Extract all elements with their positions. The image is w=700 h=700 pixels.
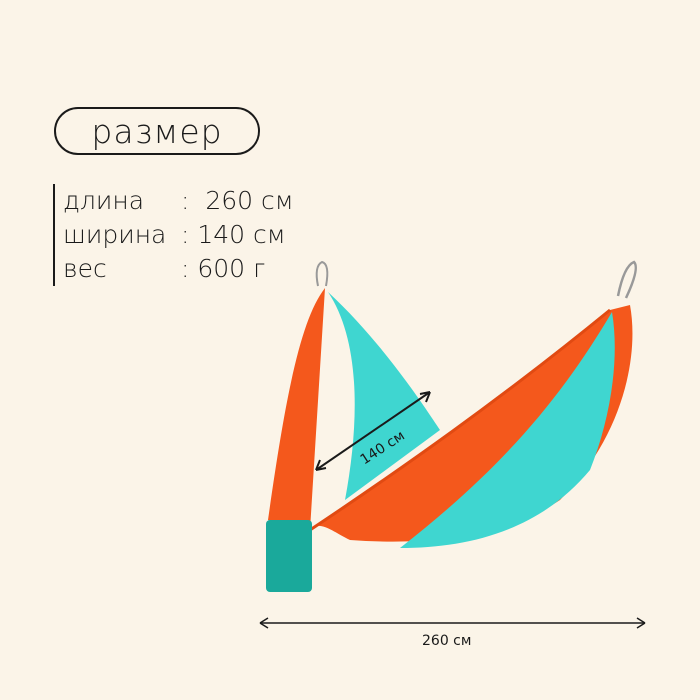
spec-value: : 600 г <box>181 254 266 283</box>
hammock-turquoise-panel-right <box>400 312 615 548</box>
spec-label: длина <box>63 186 145 215</box>
storage-pouch <box>266 520 312 592</box>
spec-value: : 260 см <box>181 186 294 215</box>
right-carabiner-icon <box>616 260 637 299</box>
title-text: размер <box>91 111 223 151</box>
spec-row-length: длина : 260 см <box>63 184 294 218</box>
length-dimension-label: 260 см <box>422 633 472 649</box>
title-badge: размер <box>54 107 260 155</box>
spec-value: : 140 см <box>181 220 286 249</box>
hammock-turquoise-panel-left <box>328 292 440 500</box>
width-arrow <box>315 391 431 471</box>
spec-label: вес <box>63 254 107 283</box>
spec-label: ширина <box>63 220 167 249</box>
spec-row-weight: вес : 600 г <box>63 252 294 286</box>
specs-list: длина : 260 см ширина : 140 см вес : 600 г <box>53 184 294 286</box>
spec-row-width: ширина : 140 см <box>63 218 294 252</box>
left-carabiner-icon <box>315 260 329 287</box>
